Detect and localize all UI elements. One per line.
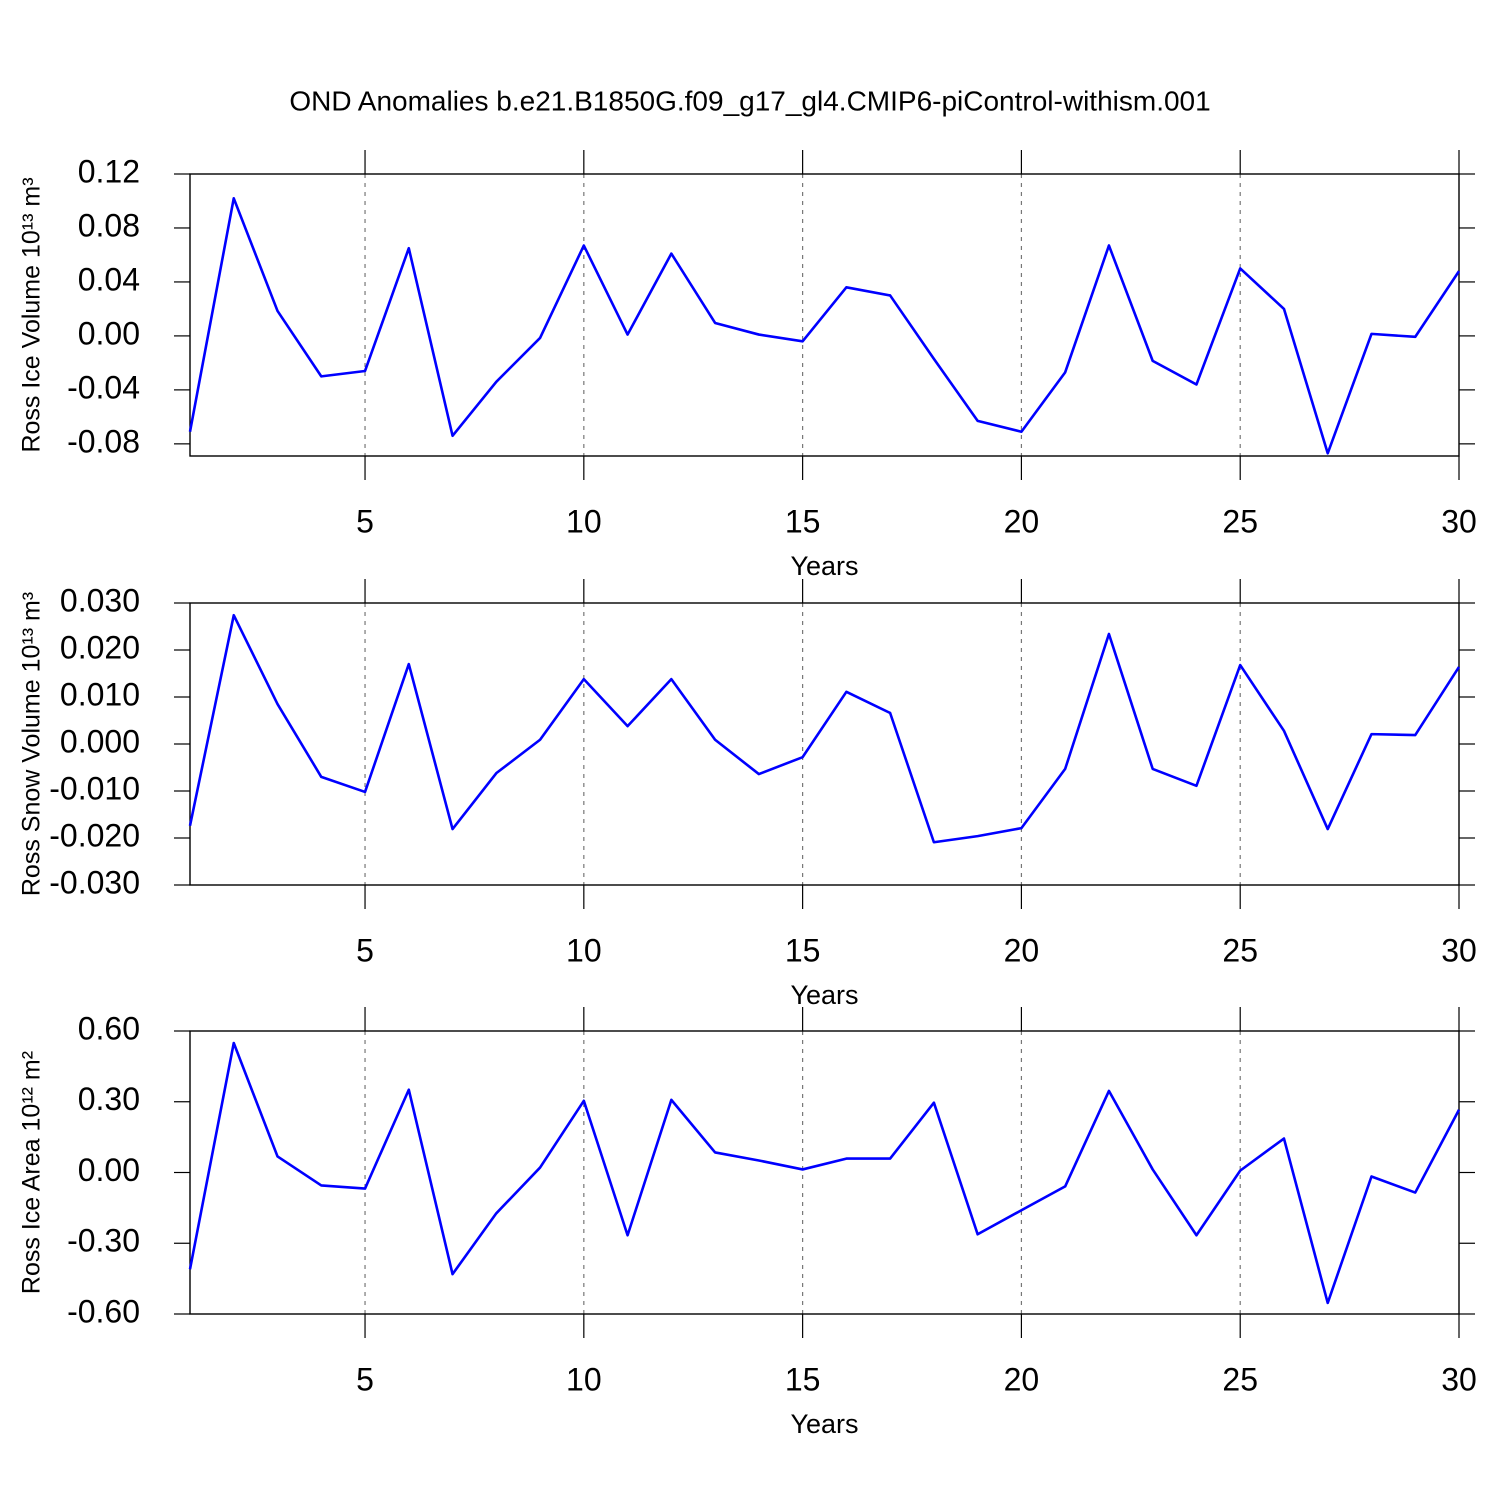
y-tick-label: -0.030 [49,864,140,900]
y-tick-label: -0.010 [49,770,140,806]
plot-frame [189,602,1460,886]
y-axis-label: Ross Ice Area 10¹² m² [18,1051,46,1294]
y-tick-label: -0.020 [49,817,140,853]
x-tick-label: 10 [566,932,602,968]
y-tick-label: -0.30 [67,1223,140,1259]
y-tick-label: -0.08 [67,423,140,459]
y-tick-label: 0.60 [78,1010,140,1046]
x-tick-label: 15 [785,503,821,539]
y-axis-label: Ross Ice Volume 10¹³ m³ [18,177,46,452]
x-tick-label: 30 [1441,503,1477,539]
x-tick-label: 25 [1222,1361,1258,1397]
y-tick-label: 0.12 [78,153,140,189]
x-tick-label: 20 [1004,1361,1040,1397]
x-axis-label: Years [790,1409,858,1439]
data-line [188,613,1461,844]
x-tick-label: 5 [356,932,374,968]
figure-title: OND Anomalies b.e21.B1850G.f09_g17_gl4.C… [289,85,1210,116]
y-tick-label: 0.30 [78,1081,140,1117]
y-tick-label: 0.010 [60,676,140,712]
x-tick-label: 15 [785,1361,821,1397]
plot-frame [189,1030,1460,1315]
y-tick-label: 0.04 [78,261,140,297]
y-tick-label: -0.04 [67,369,140,405]
y-tick-label: 0.030 [60,582,140,618]
x-tick-label: 10 [566,1361,602,1397]
y-tick-label: -0.60 [67,1293,140,1329]
y-axis-label: Ross Snow Volume 10¹³ m³ [18,592,46,896]
x-tick-label: 20 [1004,503,1040,539]
y-tick-label: 0.00 [78,315,140,351]
x-tick-label: 30 [1441,1361,1477,1397]
y-tick-label: 0.08 [78,207,140,243]
data-line [188,196,1461,455]
x-tick-label: 20 [1004,932,1040,968]
x-tick-label: 30 [1441,932,1477,968]
x-tick-label: 15 [785,932,821,968]
x-tick-label: 25 [1222,503,1258,539]
x-axis-label: Years [790,980,858,1010]
y-tick-label: 0.020 [60,629,140,665]
y-tick-label: 0.000 [60,723,140,759]
x-tick-label: 25 [1222,932,1258,968]
x-tick-label: 5 [356,503,374,539]
y-tick-label: 0.00 [78,1152,140,1188]
data-line [188,1041,1461,1305]
x-tick-label: 10 [566,503,602,539]
x-axis-label: Years [790,551,858,581]
x-tick-label: 5 [356,1361,374,1397]
plot-frame [189,173,1460,457]
